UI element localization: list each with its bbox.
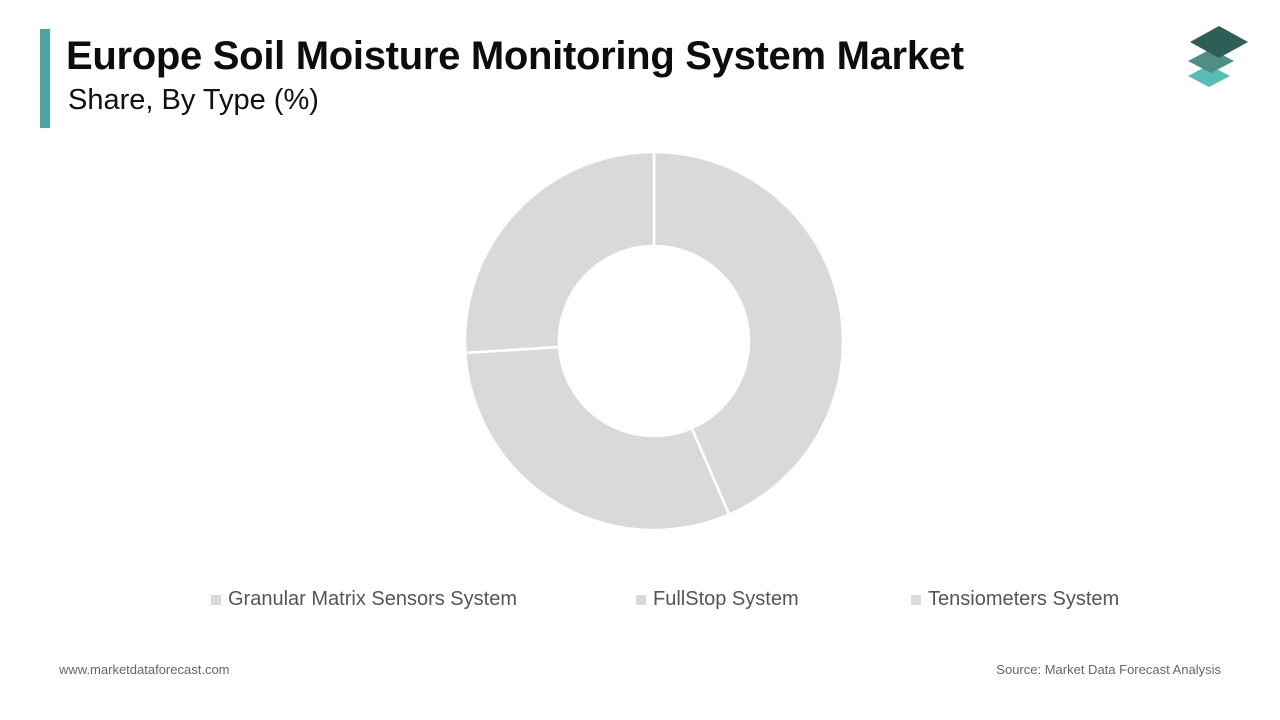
donut-slice-granular-matrix-sensors-system — [652, 150, 845, 517]
legend-label: FullStop System — [653, 588, 799, 610]
legend-label: Tensiometers System — [928, 588, 1120, 610]
logo-layer-top — [1190, 26, 1248, 58]
legend-item-fullstop: FullStop System — [636, 588, 799, 611]
legend-item-tensiometers: Tensiometers System — [911, 588, 1119, 611]
footer-website: www.marketdataforecast.com — [59, 662, 230, 677]
page-subtitle: Share, By Type (%) — [68, 84, 319, 116]
legend-swatch — [211, 594, 221, 605]
footer-source: Source: Market Data Forecast Analysis — [996, 662, 1221, 677]
legend-item-granular-matrix: Granular Matrix Sensors System — [211, 588, 517, 611]
title-accent-bar — [40, 29, 50, 128]
chart-legend: Granular Matrix Sensors System FullStop … — [0, 588, 1280, 616]
legend-label: Granular Matrix Sensors System — [228, 588, 517, 610]
legend-swatch — [911, 594, 921, 605]
donut-slice-fullstop-system — [464, 345, 731, 532]
legend-swatch — [636, 594, 646, 605]
brand-logo-icon — [1188, 26, 1248, 87]
page-title: Europe Soil Moisture Monitoring System M… — [66, 34, 964, 78]
donut-slice-tensiometers-system — [463, 150, 656, 355]
logo-layer-bottom — [1188, 65, 1230, 87]
donut-chart — [463, 150, 845, 532]
